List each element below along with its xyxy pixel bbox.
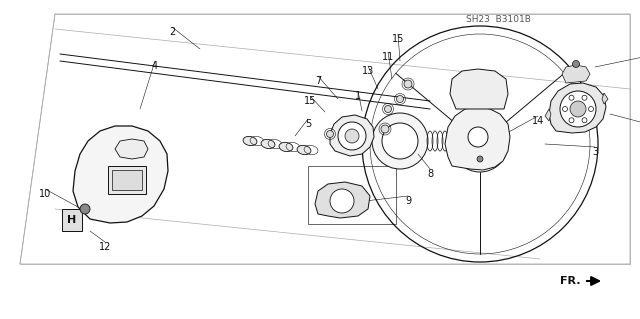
Circle shape (372, 113, 428, 169)
Circle shape (397, 95, 403, 102)
Text: 11: 11 (382, 52, 394, 62)
Circle shape (381, 125, 389, 133)
Ellipse shape (261, 139, 275, 149)
Bar (112, 170, 142, 190)
Polygon shape (450, 69, 508, 109)
Ellipse shape (279, 142, 293, 152)
Circle shape (326, 130, 333, 137)
Circle shape (569, 118, 574, 123)
Text: 9: 9 (405, 196, 411, 206)
Polygon shape (115, 139, 148, 159)
Circle shape (563, 107, 568, 112)
Polygon shape (73, 126, 168, 223)
Circle shape (80, 204, 90, 214)
Text: 7: 7 (315, 76, 321, 86)
Polygon shape (330, 115, 374, 156)
Polygon shape (562, 65, 590, 83)
Polygon shape (62, 209, 82, 231)
Polygon shape (545, 109, 551, 121)
Text: 1: 1 (355, 91, 361, 101)
Circle shape (330, 189, 354, 213)
Circle shape (582, 118, 587, 123)
Text: 5: 5 (305, 119, 311, 129)
Text: H: H (67, 215, 77, 225)
Text: 2: 2 (169, 27, 175, 37)
Text: 8: 8 (427, 169, 433, 179)
Ellipse shape (297, 145, 311, 155)
Text: 4: 4 (152, 61, 158, 71)
Circle shape (385, 106, 392, 113)
Bar (308, 166, 396, 224)
Text: 15: 15 (304, 96, 316, 106)
Circle shape (569, 95, 574, 100)
Circle shape (582, 95, 587, 100)
Circle shape (338, 122, 366, 150)
Circle shape (573, 61, 579, 68)
Circle shape (589, 107, 593, 112)
Polygon shape (549, 83, 606, 133)
Circle shape (570, 101, 586, 117)
Text: 12: 12 (99, 242, 111, 252)
Text: FR.: FR. (560, 276, 580, 286)
Text: SH23  B3101B: SH23 B3101B (465, 14, 531, 24)
Ellipse shape (243, 137, 257, 145)
Circle shape (477, 156, 483, 162)
Text: 3: 3 (592, 147, 598, 157)
Circle shape (382, 123, 418, 159)
Polygon shape (315, 182, 370, 218)
Text: 15: 15 (392, 34, 404, 44)
Circle shape (345, 129, 359, 143)
Circle shape (404, 80, 412, 88)
Text: 10: 10 (39, 189, 51, 199)
Polygon shape (602, 93, 608, 104)
Circle shape (560, 91, 596, 127)
Polygon shape (445, 107, 510, 170)
Text: 14: 14 (532, 116, 544, 126)
Text: 13: 13 (362, 66, 374, 76)
Circle shape (468, 127, 488, 147)
Bar (108, 166, 146, 194)
